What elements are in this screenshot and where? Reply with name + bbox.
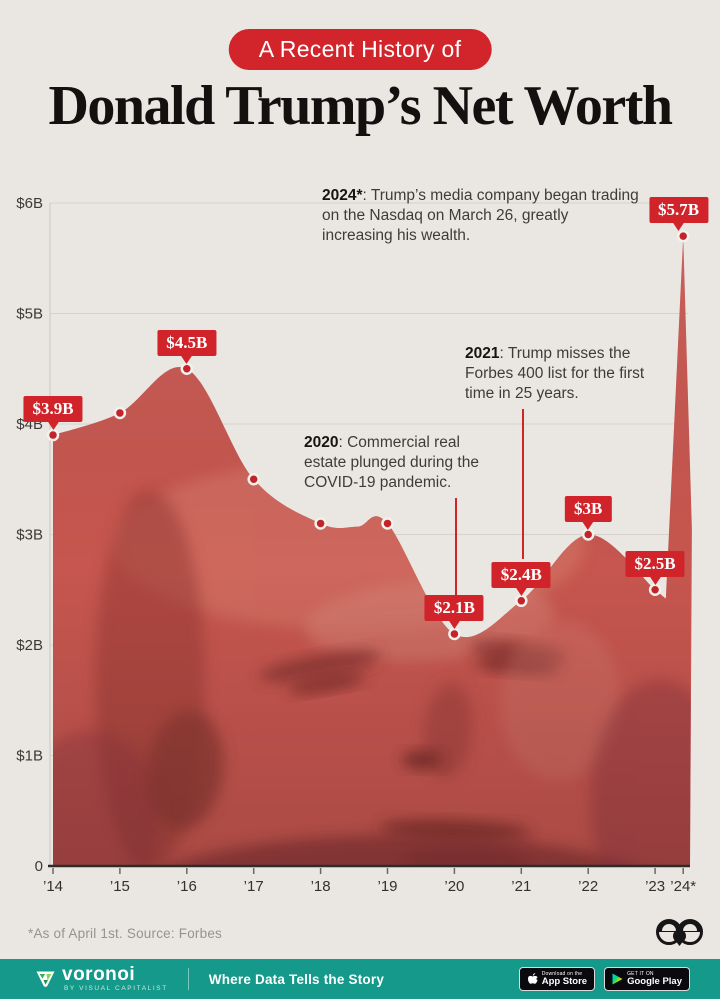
x-tick-label: ’18 <box>311 878 331 895</box>
voronoi-subtitle: BY VISUAL CAPITALIST <box>64 985 168 992</box>
value-badge: $2.1B <box>424 594 484 621</box>
google-play-big-text: Google Play <box>627 976 682 987</box>
y-tick-label: $5B <box>16 306 43 323</box>
data-point-dot <box>46 428 60 442</box>
y-tick-label: $2B <box>16 637 43 654</box>
x-tick-label: ’19 <box>377 878 397 895</box>
data-point-dot <box>448 627 461 641</box>
page-title: Donald Trump’s Net Worth <box>48 75 673 137</box>
google-play-badge[interactable]: GET IT ON Google Play <box>604 967 690 991</box>
x-tick-label: ’23 <box>645 878 665 895</box>
annotation-2020: 2020: Commercial real estate plunged dur… <box>304 434 479 491</box>
annotation-2024: 2024*: Trump’s media company began tradi… <box>322 187 639 244</box>
voronoi-logo-icon <box>36 971 55 987</box>
footer-tagline: Where Data Tells the Story <box>208 971 385 987</box>
data-point-dot <box>314 517 327 530</box>
x-tick-label: ’21 <box>511 878 531 895</box>
data-point-dot <box>581 528 595 541</box>
value-badge: $4.5B <box>157 329 217 356</box>
y-tick-label: $1B <box>16 748 43 765</box>
data-point-dot <box>381 517 394 530</box>
x-tick-label: ’14 <box>43 878 63 895</box>
data-point-dot <box>113 406 127 420</box>
app-store-badge[interactable]: Download on the App Store <box>518 967 596 991</box>
x-tick-label: ’16 <box>177 878 197 895</box>
data-point-dot <box>180 362 194 375</box>
value-badge: $3.9B <box>23 396 83 423</box>
annotation-leader-line-2021 <box>522 409 524 559</box>
annotation-2021: 2021: Trump misses the Forbes 400 list f… <box>465 345 645 402</box>
value-badge: $3B <box>565 495 612 522</box>
footer-bar: voronoi BY VISUAL CAPITALIST Where Data … <box>0 959 720 999</box>
data-point-dot <box>247 473 260 486</box>
apple-icon <box>527 972 538 984</box>
value-badge: $2.5B <box>625 550 685 577</box>
voronoi-brand: voronoi BY VISUAL CAPITALIST <box>34 964 168 992</box>
voronoi-wordmark: voronoi <box>62 964 136 985</box>
y-tick-label: 0 <box>35 858 43 875</box>
y-tick-label: $6B <box>16 195 43 212</box>
google-play-icon <box>612 973 623 985</box>
kicker-pill: A Recent History of <box>228 29 492 70</box>
source-footnote: *As of April 1st. Source: Forbes <box>28 926 222 941</box>
visual-capitalist-logo-icon <box>656 919 703 946</box>
x-tick-label: ’15 <box>110 878 130 895</box>
value-badge: $2.4B <box>491 561 551 588</box>
y-tick-label: $3B <box>16 527 43 544</box>
x-tick-label: ’20 <box>444 878 464 895</box>
x-tick-label: ’24* <box>670 878 696 895</box>
x-tick-label: ’17 <box>244 878 264 895</box>
store-badges: Download on the App Store GET IT ON <box>518 967 690 991</box>
x-tick-label: ’22 <box>578 878 598 895</box>
google-play-small-text: GET IT ON <box>627 971 654 977</box>
app-store-big-text: App Store <box>541 976 588 987</box>
data-point-dot <box>515 594 528 608</box>
value-badge: $5.7B <box>648 197 709 224</box>
data-point-dot <box>676 229 690 243</box>
footer-divider <box>187 968 189 990</box>
annotation-leader-line-2020 <box>455 498 457 595</box>
app-store-small-text: Download on the <box>541 971 583 977</box>
data-point-dot <box>648 583 662 596</box>
